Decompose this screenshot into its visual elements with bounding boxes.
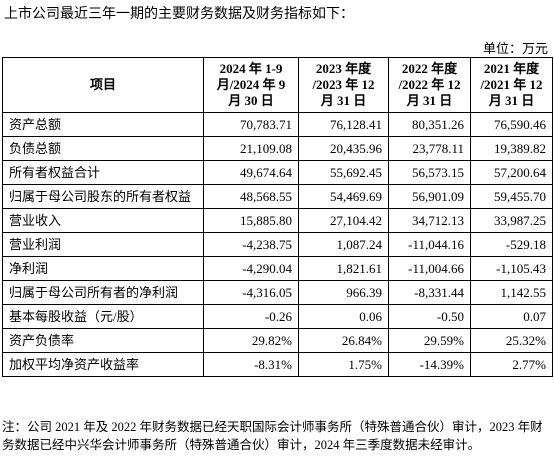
row-label: 负债总额 [2, 136, 204, 161]
value-cell: 2.77% [470, 352, 553, 377]
value-cell: 0.06 [298, 304, 389, 329]
note: 注：公司 2021 年及 2022 年财务数据已经天职国际会计师事务所（特殊普通… [2, 420, 543, 452]
value-cell: 966.39 [298, 280, 389, 305]
value-cell: 76,590.46 [470, 112, 553, 137]
value-cell: 23,778.11 [388, 136, 471, 161]
intro: 上市公司最近三年一期的主要财务数据及财务指标如下： [4, 7, 354, 22]
header-cell: 2024 年 1-9 月/2024 年 9 月 30 日 [203, 57, 299, 113]
table-row: 资产总额 70,783.71 76,128.41 80,351.26 76,590.46 [2, 112, 553, 137]
value-cell: 15,885.80 [203, 208, 299, 233]
table-row: 净利润 -4,290.04 1,821.61 -11,004.66 -1,105.43 [2, 256, 553, 281]
table-row: 所有者权益合计 49,674.64 55,692.45 56,573.15 57,200… [2, 160, 553, 185]
value-cell: 1,821.61 [298, 256, 389, 281]
value-cell: 59,455.70 [470, 184, 553, 209]
table-row: 加权平均净资产收益率 -8.31% 1.75% -14.39% 2.77% [2, 352, 553, 377]
row-label: 净利润 [2, 256, 204, 281]
table-row: 负债总额 21,109.08 20,435.96 23,778.11 19,389.82 [2, 136, 553, 161]
value-cell: 26.84% [298, 328, 389, 353]
value-cell: 29.82% [203, 328, 299, 353]
header-row: 项目 2024 年 1-9 月/2024 年 9 月 30 日 2023 年度 /2… [2, 57, 553, 113]
value-cell: 20,435.96 [298, 136, 389, 161]
value-cell: -8.31% [203, 352, 299, 377]
value-cell: -11,004.66 [388, 256, 471, 281]
header-cell: 项目 [2, 57, 204, 113]
value-cell: 76,128.41 [298, 112, 389, 137]
row-label: 归属于母公司股东的所有者权益 [2, 184, 204, 209]
table-row: 归属于母公司股东的所有者权益 48,568.55 54,469.69 56,901.0… [2, 184, 553, 209]
row-label: 资产总额 [2, 112, 204, 137]
value-cell: -14.39% [388, 352, 471, 377]
value-cell: 0.07 [470, 304, 553, 329]
row-label: 基本每股收益（元/股） [2, 304, 204, 329]
table-row: 基本每股收益（元/股） -0.26 0.06 -0.50 0.07 [2, 304, 553, 329]
value-cell: 54,469.69 [298, 184, 389, 209]
row-label: 营业收入 [2, 208, 204, 233]
value-cell: 34,712.13 [388, 208, 471, 233]
header-cell: 2023 年度 /2023 年 12 月 31 日 [298, 57, 389, 113]
value-cell: 19,389.82 [470, 136, 553, 161]
value-cell: -0.50 [388, 304, 471, 329]
value-cell: -0.26 [203, 304, 299, 329]
table-row: 营业利润 -4,238.75 1,087.24 -11,044.16 -529.18 [2, 232, 553, 257]
table-row: 营业收入 15,885.80 27,104.42 34,712.13 33,987.25 [2, 208, 553, 233]
value-cell: 56,901.09 [388, 184, 471, 209]
value-cell: 80,351.26 [388, 112, 471, 137]
value-cell: 48,568.55 [203, 184, 299, 209]
value-cell: -529.18 [470, 232, 553, 257]
value-cell: -8,331.44 [388, 280, 471, 305]
value-cell: 33,987.25 [470, 208, 553, 233]
value-cell: 55,692.45 [298, 160, 389, 185]
header-cell: 2021 年度 /2021 年 12 月 31 日 [470, 57, 553, 113]
value-cell: -4,290.04 [203, 256, 299, 281]
value-cell: 56,573.15 [388, 160, 471, 185]
row-label: 资产负债率 [2, 328, 204, 353]
financial-table: 项目 2024 年 1-9 月/2024 年 9 月 30 日 2023 年度 /2… [2, 57, 553, 377]
table-row: 归属于母公司所有者的净利润 -4,316.05 966.39 -8,331.44 1,1… [2, 280, 553, 305]
value-cell: 1,087.24 [298, 232, 389, 257]
value-cell: -11,044.16 [388, 232, 471, 257]
value-cell: 21,109.08 [203, 136, 299, 161]
value-cell: -4,238.75 [203, 232, 299, 257]
value-cell: 1.75% [298, 352, 389, 377]
value-cell: 57,200.64 [470, 160, 553, 185]
value-cell: 49,674.64 [203, 160, 299, 185]
value-cell: 25.32% [470, 328, 553, 353]
row-label: 所有者权益合计 [2, 160, 204, 185]
row-label: 营业利润 [2, 232, 204, 257]
value-cell: 27,104.42 [298, 208, 389, 233]
table-row: 资产负债率 29.82% 26.84% 29.59% 25.32% [2, 328, 553, 353]
row-label: 加权平均净资产收益率 [2, 352, 204, 377]
row-label: 归属于母公司所有者的净利润 [2, 280, 204, 305]
value-cell: 29.59% [388, 328, 471, 353]
unit: 单位：万元 [482, 41, 548, 56]
value-cell: -1,105.43 [470, 256, 553, 281]
value-cell: 1,142.55 [470, 280, 553, 305]
header-cell: 2022 年度 /2022 年 12 月 31 日 [388, 57, 471, 113]
value-cell: -4,316.05 [203, 280, 299, 305]
value-cell: 70,783.71 [203, 112, 299, 137]
